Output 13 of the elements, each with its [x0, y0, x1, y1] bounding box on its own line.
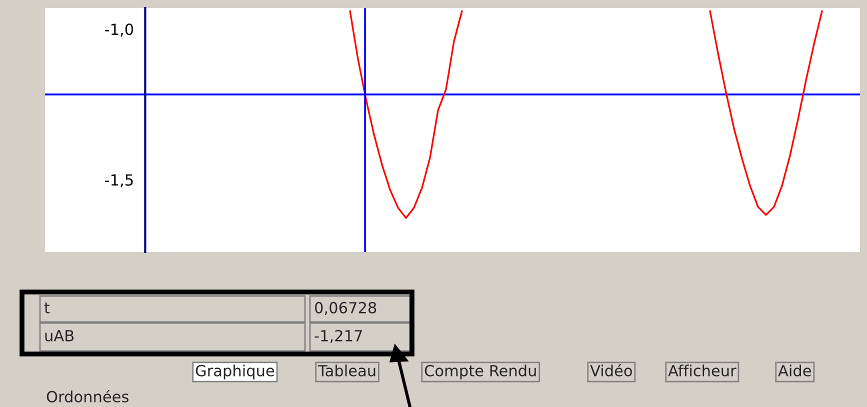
y-tick-label: -1,0	[105, 24, 134, 37]
text: -1,217	[314, 330, 362, 343]
text: Tableau	[318, 364, 376, 376]
text: Vidéo	[590, 364, 632, 376]
text: Ordonnées	[46, 390, 128, 402]
text: 0,06728	[315, 302, 376, 315]
text: t	[44, 302, 50, 314]
text: Compte Rendu	[424, 364, 536, 380]
text: uAB	[45, 330, 74, 342]
text: Graphique	[196, 364, 274, 380]
y-tick-label: -1,5	[105, 174, 133, 188]
text: Afficheur	[668, 364, 736, 376]
text: Aide	[778, 364, 811, 376]
